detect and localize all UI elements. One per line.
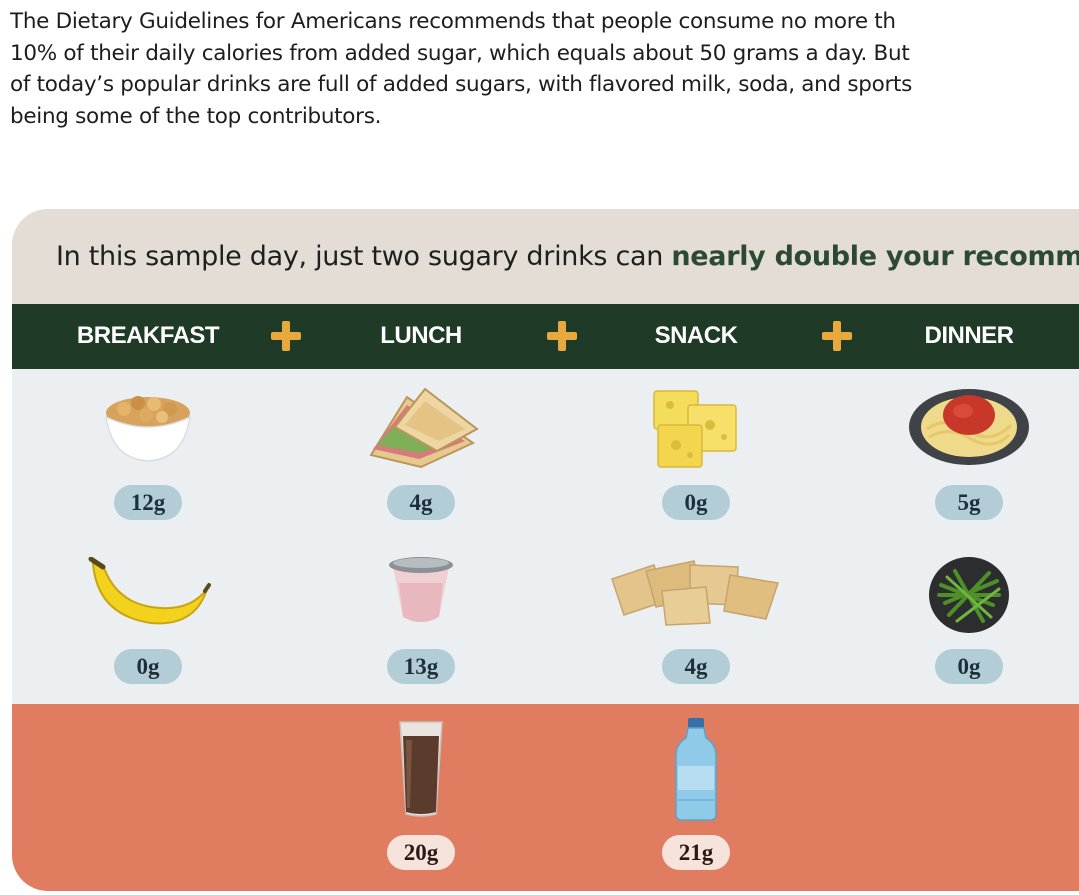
- intro-line: 10% of their daily calories from added s…: [10, 40, 910, 66]
- sugar-amount-pill: 4g: [662, 649, 730, 684]
- plus-icon: [822, 321, 852, 351]
- sugar-amount-pill: 20g: [387, 835, 455, 870]
- intro-line: The Dietary Guidelines for Americans rec…: [10, 9, 896, 34]
- meal-label-breakfast: BREAKFAST: [76, 322, 220, 349]
- sports-drink-bottle-icon: [675, 718, 717, 821]
- intro-line: being some of the top contributors.: [10, 103, 382, 129]
- sugary-drinks-band: 20g 21g: [12, 704, 1079, 891]
- banana-icon: [88, 557, 211, 625]
- chocolate-milk-icon: [399, 721, 443, 817]
- headline-emphasis: nearly double your recomm: [671, 241, 1079, 272]
- cereal-bowl-icon: [105, 396, 191, 462]
- sugar-amount-pill: 12g: [114, 485, 182, 520]
- meal-bar: BREAKFAST LUNCH SNACK DINNER: [12, 304, 1079, 369]
- plus-icon: [547, 321, 577, 351]
- plus-icon: [271, 321, 301, 351]
- headline-prefix: In this sample day, just two sugary drin…: [56, 241, 672, 272]
- sugar-amount-pill: 0g: [114, 649, 182, 684]
- cheese-icon: [653, 390, 737, 468]
- headline-text: In this sample day, just two sugary drin…: [56, 241, 1079, 272]
- intro-line: of today’s popular drinks are full of ad…: [10, 72, 913, 97]
- meal-label-snack: SNACK: [654, 322, 738, 349]
- spaghetti-icon: [909, 389, 1029, 465]
- yogurt-cup-icon: [389, 557, 453, 622]
- sugar-amount-pill: 5g: [935, 485, 1003, 520]
- headline-banner: In this sample day, just two sugary drin…: [12, 209, 1079, 304]
- sugar-amount-pill: 4g: [387, 485, 455, 520]
- sugar-amount-pill: 0g: [935, 649, 1003, 684]
- sugar-amount-pill: 21g: [662, 835, 730, 870]
- sugar-infographic: In this sample day, just two sugary drin…: [12, 209, 1079, 891]
- sugar-amount-pill: 0g: [662, 485, 730, 520]
- green-beans-icon: [929, 557, 1009, 633]
- sandwich-icon: [369, 387, 479, 469]
- meal-label-lunch: LUNCH: [380, 322, 462, 349]
- sugar-amount-pill: 13g: [387, 649, 455, 684]
- crackers-icon: [611, 560, 779, 626]
- meal-label-dinner: DINNER: [924, 322, 1014, 349]
- intro-paragraph: The Dietary Guidelines for Americans rec…: [10, 6, 1079, 132]
